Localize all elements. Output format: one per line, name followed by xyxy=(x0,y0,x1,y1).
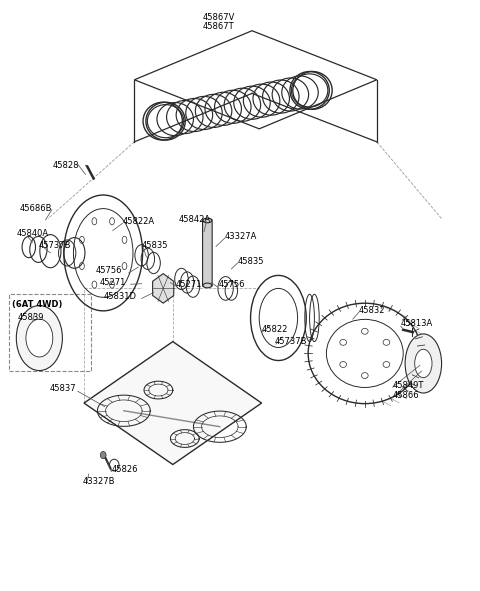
Text: 45686B: 45686B xyxy=(19,203,52,213)
Text: 45831D: 45831D xyxy=(104,292,137,301)
Text: 45756: 45756 xyxy=(218,280,245,290)
Text: 45837: 45837 xyxy=(49,384,76,394)
Text: (6AT 4WD): (6AT 4WD) xyxy=(12,300,62,309)
Ellipse shape xyxy=(203,283,212,288)
Text: 45756: 45756 xyxy=(96,266,122,275)
Text: 45835: 45835 xyxy=(142,241,168,250)
Ellipse shape xyxy=(203,218,212,223)
Text: 45840A: 45840A xyxy=(17,229,49,238)
Text: 45842A: 45842A xyxy=(179,215,210,225)
Text: 45867T: 45867T xyxy=(203,22,234,31)
Text: 45271: 45271 xyxy=(175,280,202,290)
Ellipse shape xyxy=(100,452,106,459)
Ellipse shape xyxy=(16,306,62,371)
Text: 45822A: 45822A xyxy=(122,217,155,226)
Ellipse shape xyxy=(405,334,442,393)
Text: 45835: 45835 xyxy=(238,256,264,266)
Text: 45826: 45826 xyxy=(111,465,138,475)
Text: 43327B: 43327B xyxy=(83,477,115,486)
Ellipse shape xyxy=(415,349,432,378)
Text: 45737B: 45737B xyxy=(275,337,307,346)
Text: 45839: 45839 xyxy=(18,313,45,323)
Text: 43327A: 43327A xyxy=(225,232,257,241)
FancyBboxPatch shape xyxy=(203,219,212,287)
Text: 45271: 45271 xyxy=(99,278,126,287)
Polygon shape xyxy=(84,342,262,465)
Text: 45813A: 45813A xyxy=(401,319,433,329)
Text: 45832: 45832 xyxy=(359,306,385,315)
Polygon shape xyxy=(153,274,174,303)
Text: 45849T: 45849T xyxy=(393,381,424,390)
Ellipse shape xyxy=(26,319,53,357)
Text: 45737B: 45737B xyxy=(38,241,71,250)
Text: 45828: 45828 xyxy=(53,161,79,170)
Text: 45866: 45866 xyxy=(393,391,419,401)
Text: 45867V: 45867V xyxy=(202,13,235,22)
Text: 45822: 45822 xyxy=(262,325,288,335)
